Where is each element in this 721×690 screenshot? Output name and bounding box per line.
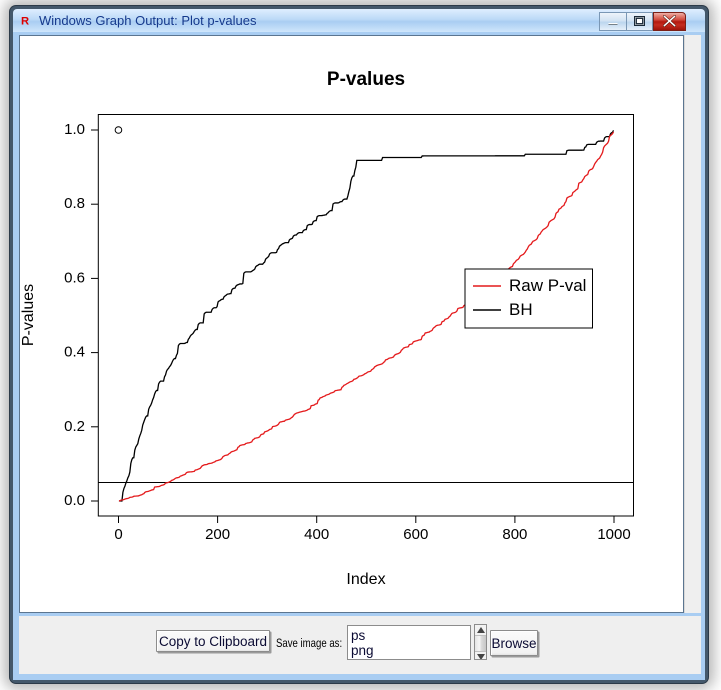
svg-text:200: 200 bbox=[205, 526, 230, 543]
svg-text:0.4: 0.4 bbox=[64, 344, 85, 361]
svg-text:600: 600 bbox=[403, 526, 428, 543]
svg-text:1000: 1000 bbox=[597, 526, 630, 543]
svg-text:BH: BH bbox=[509, 300, 533, 319]
svg-text:800: 800 bbox=[502, 526, 527, 543]
svg-text:400: 400 bbox=[304, 526, 329, 543]
svg-text:0.8: 0.8 bbox=[64, 195, 85, 212]
svg-text:Index: Index bbox=[346, 571, 385, 588]
svg-text:R: R bbox=[21, 16, 29, 28]
svg-text:0.0: 0.0 bbox=[64, 492, 85, 509]
svg-text:0.2: 0.2 bbox=[64, 418, 85, 435]
svg-text:P-values: P-values bbox=[20, 284, 37, 346]
svg-text:P-values: P-values bbox=[327, 69, 405, 90]
svg-text:0.6: 0.6 bbox=[64, 269, 85, 286]
svg-text:0: 0 bbox=[114, 526, 122, 543]
svg-text:Raw P-val: Raw P-val bbox=[509, 276, 586, 295]
svg-text:1.0: 1.0 bbox=[64, 121, 85, 138]
